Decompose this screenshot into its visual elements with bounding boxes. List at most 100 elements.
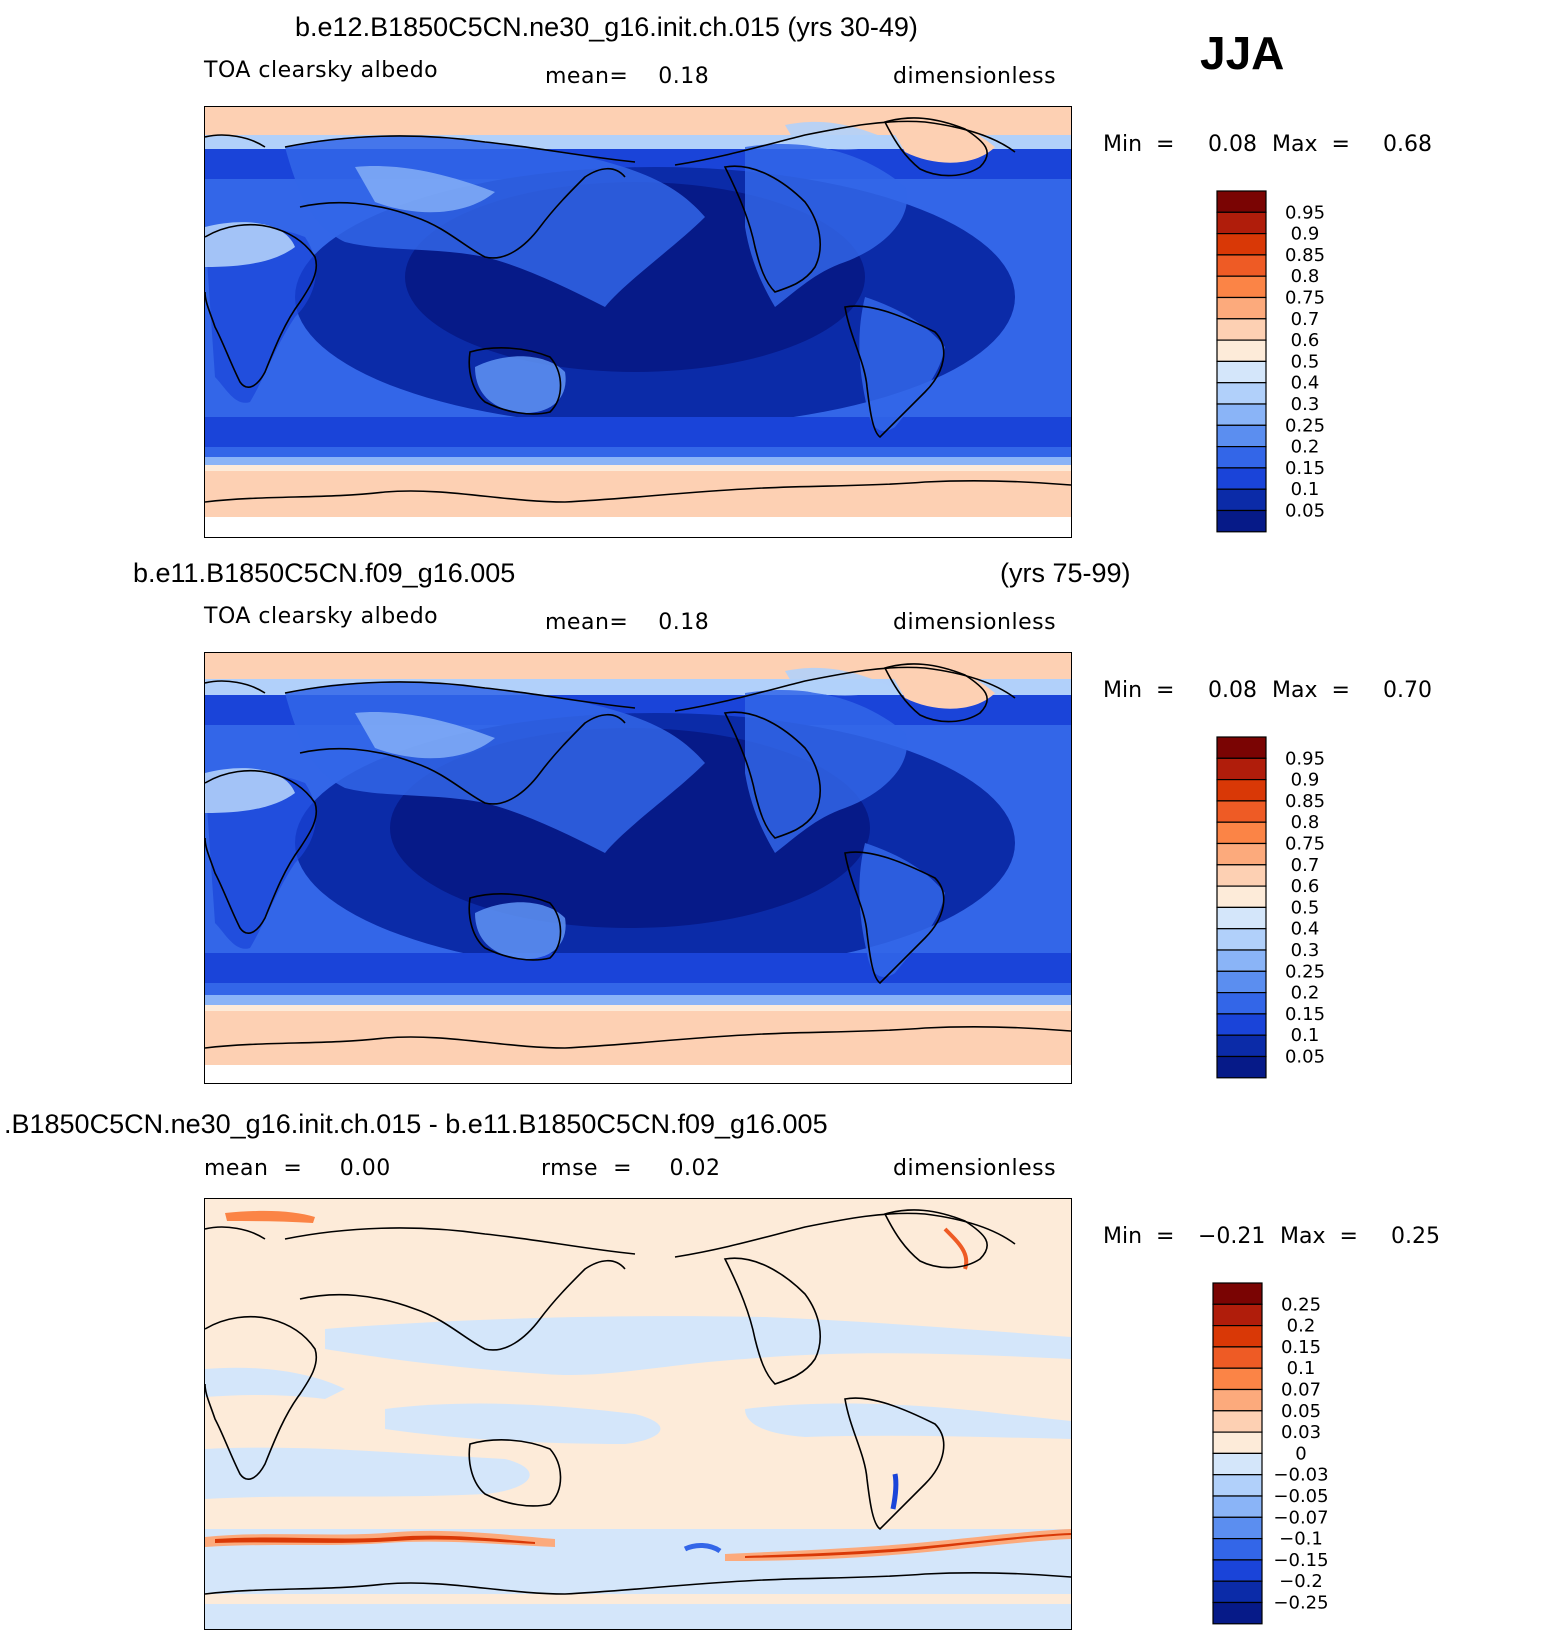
colorbar-tick-label: 0.5 <box>1291 897 1320 918</box>
colorbar-swatch <box>1212 1601 1263 1625</box>
colorbar-swatch <box>1212 1346 1263 1369</box>
colorbar-swatch <box>1212 1431 1263 1455</box>
colorbar-tick-label: 0.6 <box>1291 876 1320 897</box>
panel2-max-value: 0.70 <box>1383 678 1432 703</box>
panel3-max-value: 0.25 <box>1391 1224 1440 1249</box>
colorbar-tick-label: 0.7 <box>1291 309 1320 330</box>
colorbar-swatch <box>1216 467 1267 490</box>
colorbar-swatch <box>1212 1516 1263 1540</box>
colorbar-swatch <box>1212 1388 1263 1412</box>
colorbar-swatch <box>1212 1367 1263 1391</box>
colorbar-swatch <box>1216 190 1267 213</box>
colorbar-swatch <box>1216 885 1267 909</box>
colorbar-swatch <box>1216 842 1267 866</box>
colorbar-tick-label: 0.95 <box>1285 202 1325 223</box>
panel1-min-value: 0.08 <box>1208 132 1257 157</box>
colorbar-swatch <box>1216 1034 1267 1058</box>
colorbar-swatch <box>1212 1303 1263 1327</box>
colorbar-swatch <box>1212 1410 1263 1433</box>
panel2-map <box>204 652 1072 1084</box>
colorbar-swatch <box>1216 488 1267 512</box>
colorbar-tick-label: 0.15 <box>1285 1004 1325 1025</box>
colorbar-tick-label: −0.25 <box>1273 1593 1328 1614</box>
colorbar-swatch <box>1216 778 1267 802</box>
colorbar-tick-label: −0.05 <box>1273 1486 1328 1507</box>
panel2-max-label: Max = <box>1272 678 1350 703</box>
colorbar-tick-label: 0.07 <box>1281 1380 1321 1401</box>
colorbar-tick-label: 0.9 <box>1291 224 1320 245</box>
colorbar-tick-label: 0.1 <box>1287 1358 1316 1379</box>
colorbar-swatch <box>1212 1282 1263 1305</box>
colorbar-swatch <box>1212 1324 1263 1348</box>
colorbar-tick-label: 0.3 <box>1291 394 1320 415</box>
colorbar-swatch <box>1216 757 1267 781</box>
panel3-mean-label: mean = 0.00 <box>204 1156 391 1181</box>
colorbar-tick-label: 0 <box>1295 1443 1306 1464</box>
colorbar-swatch <box>1212 1474 1263 1497</box>
colorbar-svg: 0.950.90.850.80.750.70.60.50.40.30.250.2… <box>1216 736 1325 1079</box>
panel2-colorbar: 0.95 0.9 0.85 0.8 0.75 0.7 0.6 0.5 0.4 0.3 0.25 0.2… <box>1216 736 1356 1081</box>
colorbar-swatch <box>1216 360 1267 384</box>
colorbar-tick-label: 0.85 <box>1285 791 1325 812</box>
panel1-map <box>204 106 1072 538</box>
colorbar-swatch <box>1216 821 1267 845</box>
colorbar-swatch <box>1212 1580 1263 1604</box>
colorbar-tick-label: −0.2 <box>1279 1571 1323 1592</box>
panel1-max-label: Max = <box>1272 132 1350 157</box>
colorbar-tick-label: 0.9 <box>1291 770 1320 791</box>
colorbar-tick-label: 0.2 <box>1291 437 1320 458</box>
colorbar-tick-label: 0.25 <box>1285 415 1325 436</box>
colorbar-tick-label: 0.4 <box>1291 373 1320 394</box>
colorbar-tick-label: −0.07 <box>1273 1507 1328 1528</box>
colorbar-tick-label: −0.15 <box>1273 1550 1328 1571</box>
colorbar-swatch <box>1216 339 1267 363</box>
colorbar-swatch <box>1212 1559 1263 1582</box>
panel3-max-label: Max = <box>1280 1224 1358 1249</box>
colorbar-tick-label: 0.25 <box>1281 1294 1321 1315</box>
panel1-colorbar: 0.95 0.9 0.85 0.8 0.75 0.7 0.6 0.5 0.4 0.3 0.25 0.2… <box>1216 190 1356 535</box>
colorbar-swatch <box>1216 296 1267 320</box>
panel1-title: b.e12.B1850C5CN.ne30_g16.init.ch.015 (yr… <box>295 12 918 42</box>
panel3-rmse-label: rmse = 0.02 <box>541 1156 721 1181</box>
colorbar-swatch <box>1216 736 1267 759</box>
panel3-min-label: Min = <box>1103 1224 1175 1249</box>
panel2-min-label: Min = <box>1103 678 1175 703</box>
colorbar-tick-label: 0.05 <box>1281 1401 1321 1422</box>
colorbar-swatch <box>1216 906 1267 930</box>
colorbar-tick-label: 0.7 <box>1291 855 1320 876</box>
colorbar-tick-label: 0.5 <box>1291 351 1320 372</box>
colorbar-swatch <box>1216 232 1267 256</box>
colorbar-tick-label: 0.05 <box>1285 1047 1325 1068</box>
colorbar-swatch <box>1216 928 1267 951</box>
panel1-mean-label: mean= 0.18 <box>545 64 710 89</box>
panel2-years: (yrs 75-99) <box>1000 558 1131 588</box>
colorbar-svg: 0.250.20.150.10.070.050.030−0.03−0.05−0.… <box>1212 1282 1329 1625</box>
colorbar-tick-label: 0.8 <box>1291 266 1320 287</box>
colorbar-swatch <box>1216 864 1267 887</box>
colorbar-tick-label: 0.6 <box>1291 330 1320 351</box>
colorbar-tick-label: 0.75 <box>1285 834 1325 855</box>
colorbar-swatch <box>1216 970 1267 994</box>
colorbar-swatch <box>1216 446 1267 469</box>
colorbar-swatch <box>1216 992 1267 1015</box>
colorbar-tick-label: 0.05 <box>1285 501 1325 522</box>
colorbar-tick-label: 0.15 <box>1281 1337 1321 1358</box>
colorbar-swatch <box>1216 382 1267 405</box>
colorbar-tick-label: −0.1 <box>1279 1529 1323 1550</box>
colorbar-swatch <box>1216 1013 1267 1036</box>
colorbar-tick-label: 0.4 <box>1291 919 1320 940</box>
panel2-units-label: dimensionless <box>893 610 1057 635</box>
panel3-units-label: dimensionless <box>893 1156 1057 1181</box>
colorbar-swatch <box>1216 403 1267 426</box>
season-label: JJA <box>1200 27 1285 79</box>
colorbar-swatch <box>1212 1452 1263 1476</box>
colorbar-swatch <box>1212 1538 1263 1561</box>
colorbar-tick-label: 0.1 <box>1291 1025 1320 1046</box>
colorbar-tick-label: 0.75 <box>1285 288 1325 309</box>
colorbar-tick-label: 0.03 <box>1281 1422 1321 1443</box>
colorbar-tick-label: 0.3 <box>1291 940 1320 961</box>
panel2-variable-label: TOA clearsky albedo <box>204 604 439 629</box>
colorbar-swatch <box>1216 509 1267 533</box>
panel1-units-label: dimensionless <box>893 64 1057 89</box>
panel3-min-value: −0.21 <box>1198 1224 1266 1249</box>
